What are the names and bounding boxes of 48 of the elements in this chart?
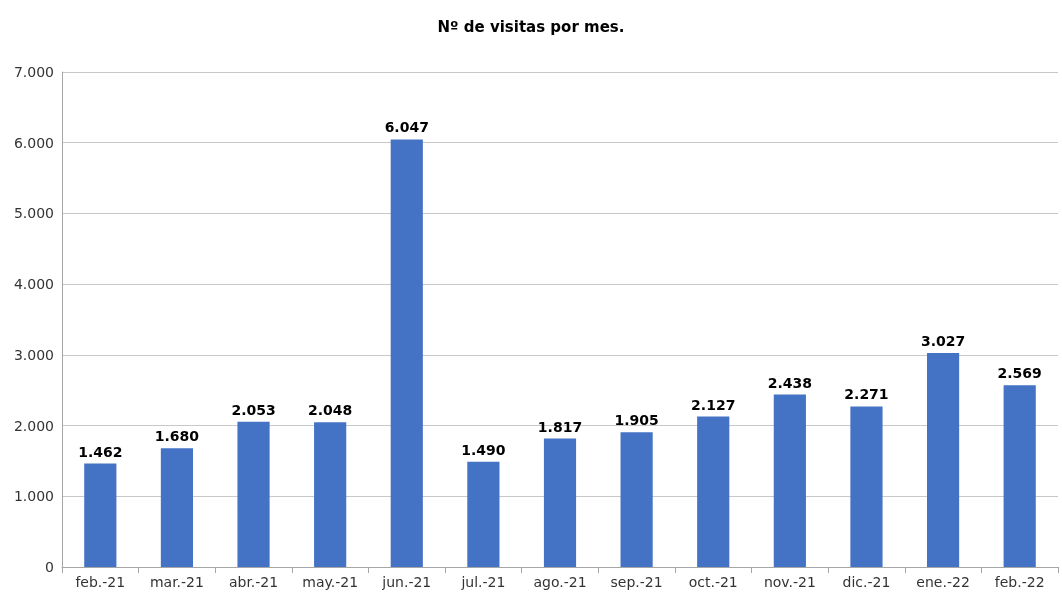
data-label: 3.027	[920, 332, 966, 349]
x-tick-label: mar.-21	[149, 574, 204, 590]
x-tick-label: jul.-21	[460, 574, 506, 590]
data-label: 2.438	[767, 374, 812, 391]
y-tick-label: 7.000	[13, 64, 54, 80]
data-label: 6.047	[384, 119, 429, 136]
bar	[620, 432, 653, 567]
bar	[697, 416, 730, 567]
bar	[84, 463, 117, 567]
x-tick-label: feb.-22	[994, 574, 1045, 590]
x-tick-label: dic.-21	[842, 574, 891, 590]
y-tick-label: 4.000	[13, 276, 54, 293]
bar	[467, 461, 500, 567]
chart-title: Nº de visitas por mes.	[437, 17, 625, 36]
y-tick-label: 3.000	[13, 346, 54, 363]
bar	[773, 394, 806, 567]
x-tick-label: nov.-21	[763, 574, 816, 590]
bar	[850, 406, 883, 567]
data-label: 2.127	[691, 396, 736, 413]
x-tick-label: ago.-21	[533, 574, 587, 590]
data-label: 1.905	[614, 412, 659, 429]
data-label: 2.053	[231, 401, 276, 418]
bar	[237, 421, 270, 567]
bar	[390, 139, 423, 567]
y-tick-label: 0	[45, 559, 54, 575]
x-tick-label: jun.-21	[381, 574, 432, 590]
data-label: 1.490	[461, 441, 506, 458]
x-tick-label: may.-21	[302, 574, 359, 590]
x-tick-label: sep.-21	[610, 574, 663, 590]
data-label: 1.462	[78, 443, 123, 460]
y-tick-label: 6.000	[13, 134, 54, 151]
data-label: 1.680	[154, 428, 200, 445]
bar	[543, 438, 577, 567]
x-tick-label: feb.-21	[75, 574, 126, 590]
bar	[1003, 385, 1036, 567]
data-label: 2.569	[997, 365, 1042, 382]
x-tick-label: oct.-21	[688, 574, 738, 590]
data-label: 2.271	[844, 386, 889, 403]
data-label: 1.817	[537, 418, 583, 435]
x-tick-label: abr.-21	[228, 574, 279, 590]
y-tick-label: 2.000	[13, 417, 54, 434]
x-tick-label: ene.-22	[916, 574, 970, 590]
y-tick-label: 5.000	[13, 205, 54, 222]
bar	[160, 448, 194, 567]
bar	[926, 352, 960, 567]
bar	[314, 422, 347, 567]
data-label: 2.048	[308, 402, 353, 419]
y-tick-label: 1.000	[13, 488, 54, 505]
